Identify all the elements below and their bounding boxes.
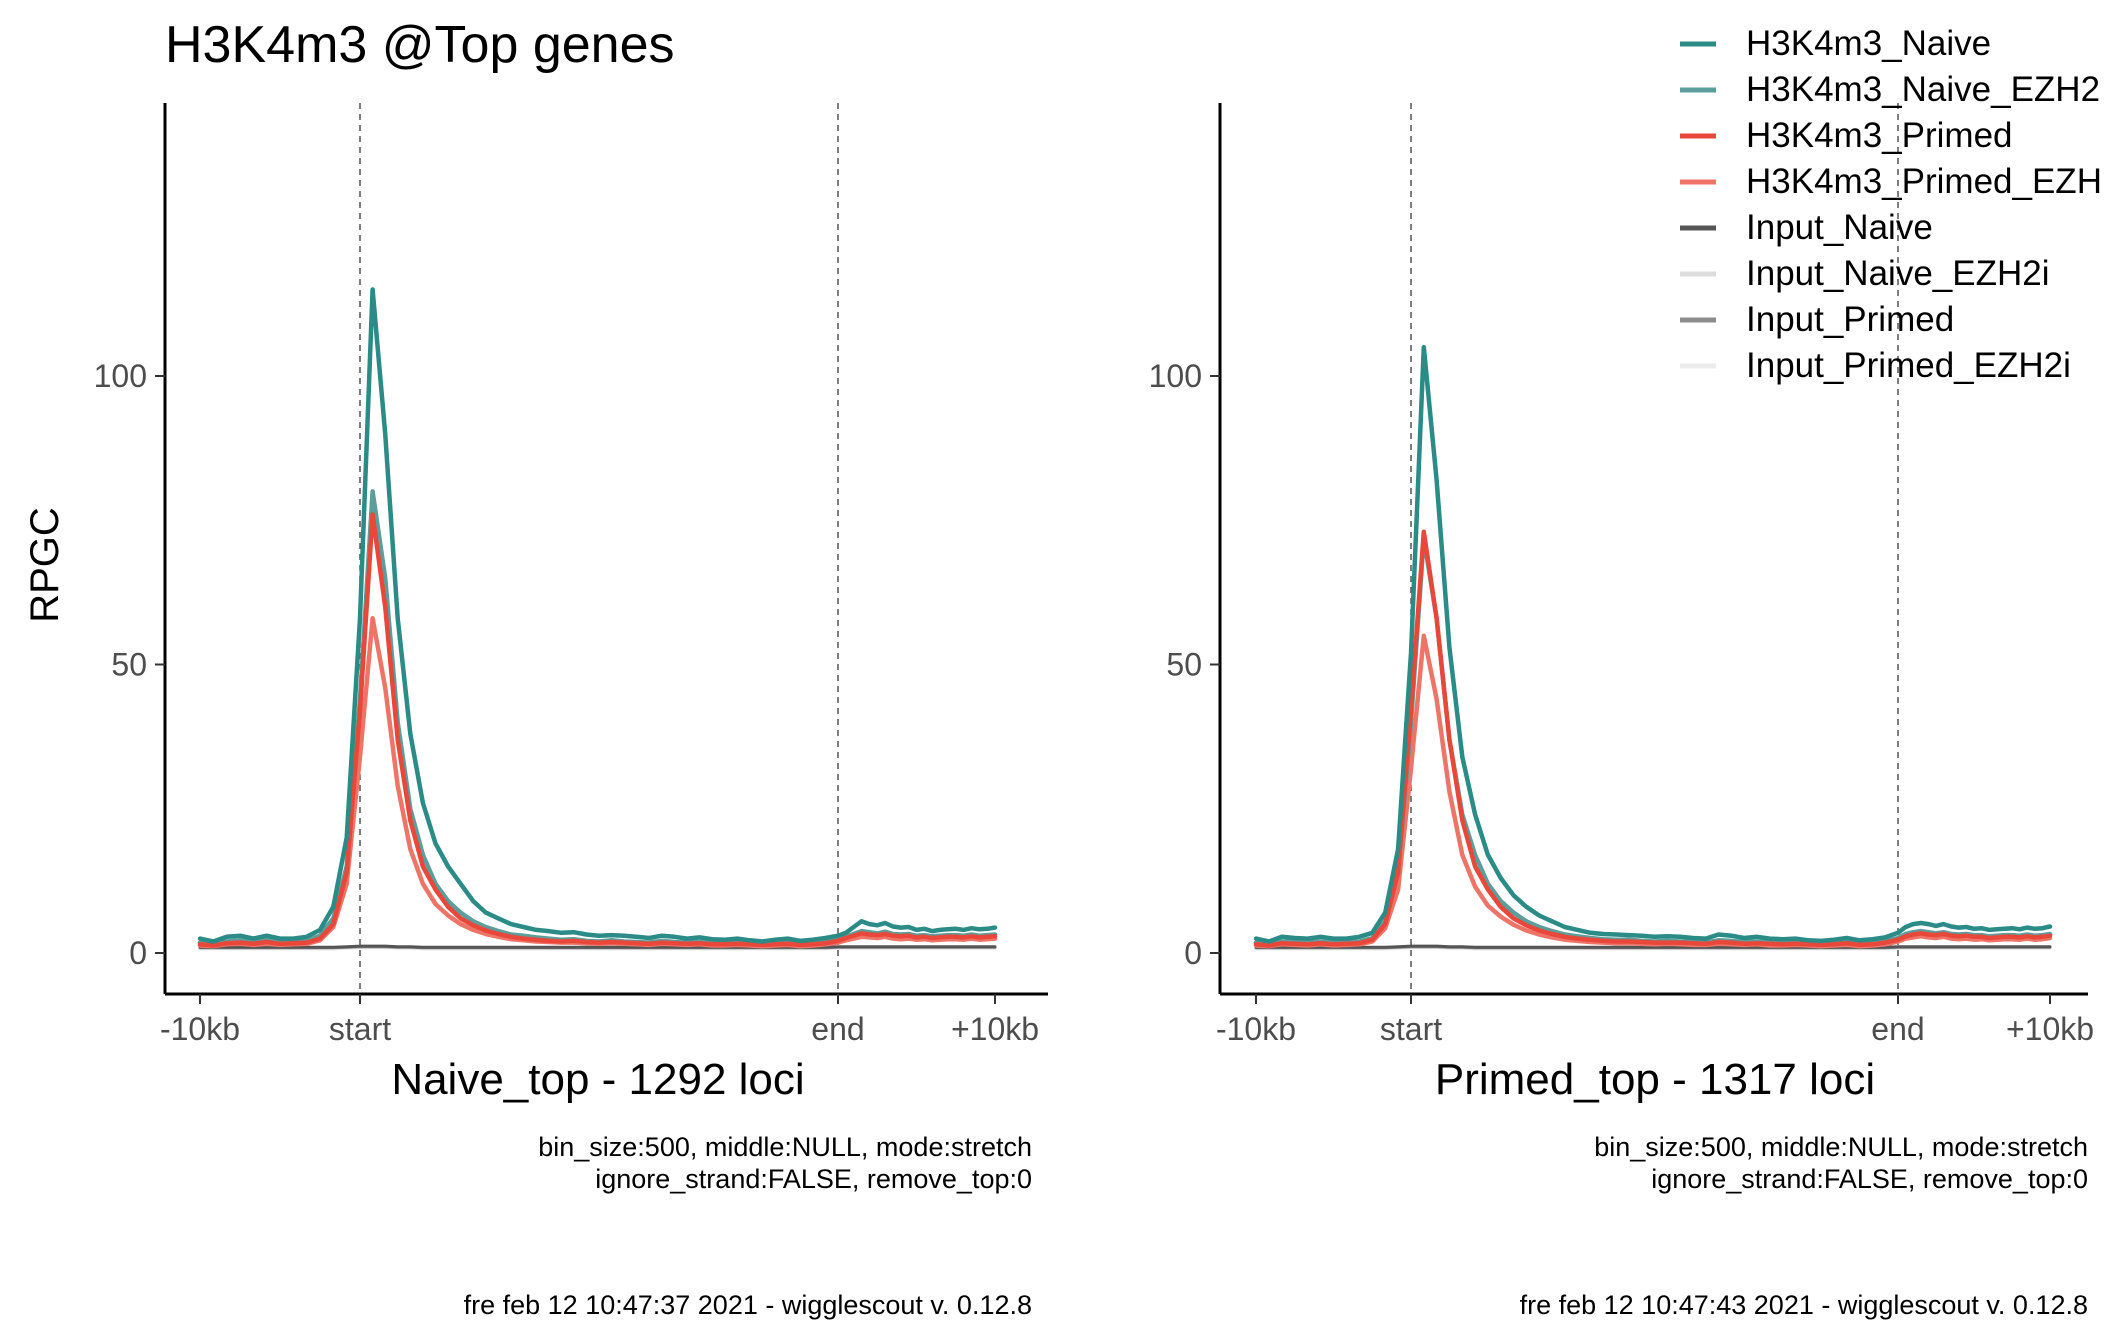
legend-label-6: Input_Primed — [1746, 300, 1954, 339]
footer-timestamp: fre feb 12 10:47:43 2021 - wigglescout v… — [1520, 1290, 2088, 1320]
footer-timestamp: fre feb 12 10:47:37 2021 - wigglescout v… — [464, 1290, 1032, 1320]
x-tick-label-0: -10kb — [160, 1011, 240, 1047]
caption-line-1: bin_size:500, middle:NULL, mode:stretch — [1594, 1132, 2088, 1162]
legend-label-2: H3K4m3_Primed — [1746, 116, 2013, 155]
x-tick-label-3: +10kb — [951, 1011, 1039, 1047]
legend: H3K4m3_Naive H3K4m3_Naive_EZH2 H3K4m3_Prim… — [1680, 24, 2102, 385]
caption-line-2: ignore_strand:FALSE, remove_top:0 — [595, 1164, 1032, 1194]
legend-label-1: H3K4m3_Naive_EZH2 — [1746, 70, 2100, 109]
series-line-h3k4m3-naive-ezh2 — [197, 489, 998, 947]
panel-naive-top: 0 50 100 -10kb start end +10kb Naive_top - 1292… — [94, 103, 1048, 1320]
y-tick-label-100: 100 — [1149, 358, 1202, 394]
series-line-input-naive — [1254, 944, 2052, 949]
series-line-h3k4m3-primed-ezh — [1253, 633, 2053, 949]
legend-label-3: H3K4m3_Primed_EZH — [1746, 162, 2102, 201]
y-tick-label-50: 50 — [111, 647, 147, 683]
x-axis-title: Naive_top - 1292 loci — [391, 1055, 804, 1104]
panel-primed-top: 0 50 100 -10kb start end +10kb Primed_top - 131… — [1149, 103, 2094, 1320]
legend-label-4: Input_Naive — [1746, 208, 1933, 247]
series-line-h3k4m3-naive — [197, 287, 998, 944]
legend-label-5: Input_Naive_EZH2i — [1746, 254, 2050, 293]
x-tick-label-2: end — [811, 1011, 864, 1047]
y-tick-label-100: 100 — [94, 358, 147, 394]
x-tick-label-1: start — [1380, 1011, 1442, 1047]
chart-title: H3K4m3 @Top genes — [165, 16, 675, 74]
x-tick-label-1: start — [329, 1011, 391, 1047]
caption-line-2: ignore_strand:FALSE, remove_top:0 — [1651, 1164, 2088, 1194]
series-line-h3k4m3-primed — [1253, 529, 2053, 948]
series-line-h3k4m3-naive-ezh2 — [1253, 535, 2053, 947]
series-line-h3k4m3-primed-ezh — [197, 616, 998, 949]
x-axis-title: Primed_top - 1317 loci — [1435, 1055, 1875, 1104]
series-line-h3k4m3-primed — [197, 512, 998, 948]
x-tick-label-3: +10kb — [2006, 1011, 2094, 1047]
legend-label-7: Input_Primed_EZH2i — [1746, 346, 2071, 385]
y-tick-label-50: 50 — [1166, 647, 1202, 683]
y-tick-label-0: 0 — [1184, 935, 1202, 971]
caption-line-1: bin_size:500, middle:NULL, mode:stretch — [538, 1132, 1032, 1162]
y-tick-label-0: 0 — [129, 935, 147, 971]
x-tick-label-2: end — [1871, 1011, 1924, 1047]
y-axis-label: RPGC — [23, 507, 67, 623]
legend-label-0: H3K4m3_Naive — [1746, 24, 1991, 63]
series-line-input-naive — [198, 944, 997, 949]
series-line-h3k4m3-naive — [1253, 344, 2053, 944]
x-tick-label-0: -10kb — [1216, 1011, 1296, 1047]
